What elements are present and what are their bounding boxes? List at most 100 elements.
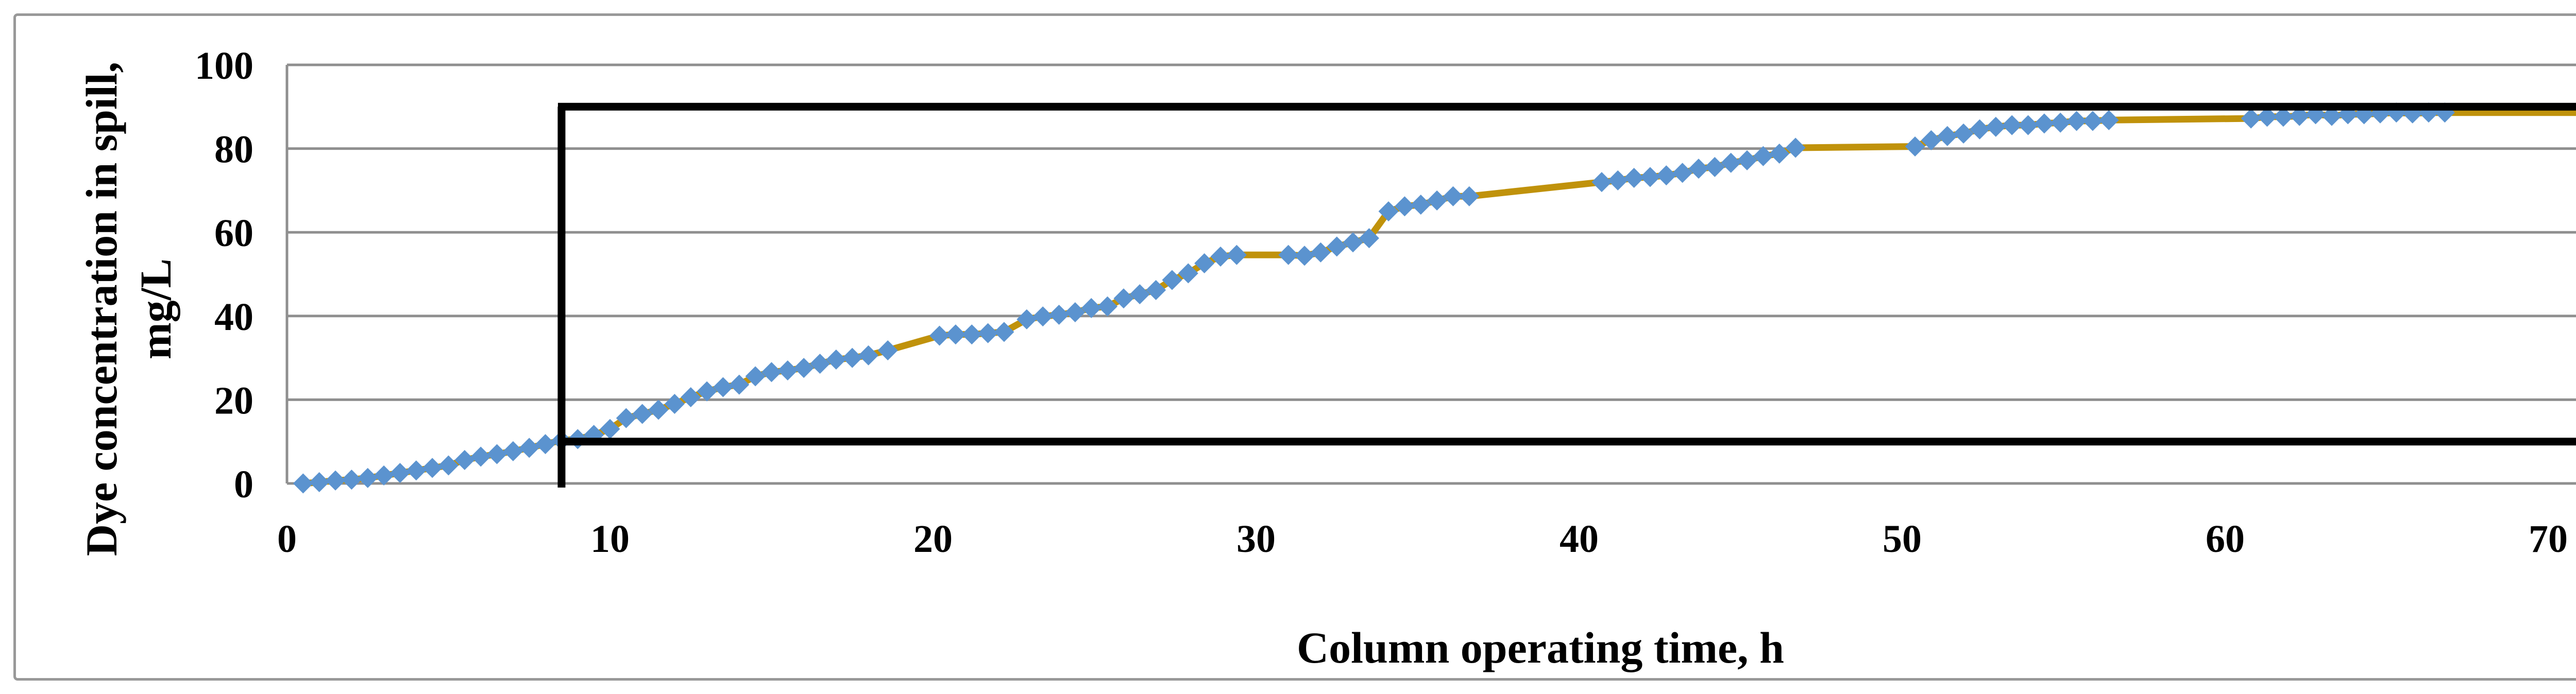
data-point-marker <box>309 472 330 493</box>
data-point-marker <box>1359 228 1379 249</box>
data-point-marker <box>1016 309 1037 329</box>
data-point-marker <box>2018 115 2039 135</box>
data-point-marker <box>600 419 620 439</box>
data-point-marker <box>1378 201 1399 222</box>
data-point-marker <box>374 465 394 486</box>
data-point-marker <box>1278 245 1299 265</box>
data-point-marker <box>1672 163 1693 183</box>
data-point-marker <box>1591 172 1612 193</box>
series-line <box>302 109 2576 487</box>
data-point-marker <box>2273 107 2294 127</box>
data-point-marker <box>503 441 523 461</box>
data-point-marker <box>1607 170 1628 190</box>
y-tick-label: 80 <box>214 128 253 171</box>
data-point-marker <box>1194 253 1215 273</box>
data-point-marker <box>2289 106 2310 126</box>
data-point-marker <box>1049 304 1070 325</box>
x-tick-label: 60 <box>2206 517 2245 561</box>
data-point-marker <box>1146 280 1166 300</box>
y-tick-label: 100 <box>195 44 253 88</box>
data-point-marker <box>1129 284 1150 305</box>
data-point-marker <box>1737 150 1757 170</box>
data-point-marker <box>793 358 814 378</box>
data-point-marker <box>1986 116 2006 137</box>
data-point-marker <box>978 323 998 343</box>
data-point-marker <box>681 387 701 408</box>
x-tick-label: 20 <box>913 517 953 561</box>
x-tick-label: 50 <box>1883 517 1922 561</box>
data-point-marker <box>535 434 556 455</box>
data-point-marker <box>2002 115 2022 135</box>
data-point-marker <box>1081 298 1101 318</box>
y-axis-title-line1: Dye concentration in spill, <box>77 61 127 557</box>
data-point-marker <box>341 470 362 490</box>
data-point-marker <box>994 322 1014 342</box>
data-point-marker <box>761 362 782 383</box>
x-tick-label: 40 <box>1560 517 1599 561</box>
x-tick-label: 10 <box>590 517 630 561</box>
data-point-marker <box>1953 123 1974 144</box>
data-point-marker <box>519 438 539 458</box>
data-point-marker <box>1032 306 1053 327</box>
y-tick-label: 40 <box>214 296 253 339</box>
data-point-marker <box>422 458 443 478</box>
data-point-marker <box>1785 137 1806 158</box>
data-point-marker <box>616 408 636 428</box>
x-tick-label: 0 <box>277 517 297 561</box>
data-point-marker <box>961 324 982 345</box>
data-point-marker <box>1427 190 1447 211</box>
data-point-marker <box>2257 107 2278 127</box>
data-point-marker <box>1937 126 1958 146</box>
data-point-marker <box>1162 270 1182 290</box>
x-tick-label: 30 <box>1236 517 1276 561</box>
data-point-marker <box>2034 113 2055 134</box>
data-point-marker <box>2321 106 2342 126</box>
data-point-marker <box>1343 232 1363 253</box>
data-point-marker <box>438 455 459 476</box>
data-point-marker <box>858 345 879 366</box>
data-point-marker <box>1624 168 1645 188</box>
data-point-marker <box>2241 108 2261 129</box>
data-point-marker <box>810 353 831 374</box>
data-point-marker <box>1411 195 1431 215</box>
data-point-marker <box>454 449 475 470</box>
data-point-marker <box>1210 246 1231 267</box>
data-point-marker <box>1969 119 1990 140</box>
data-point-marker <box>1459 186 1480 206</box>
data-point-marker <box>842 348 862 368</box>
data-point-marker <box>470 446 491 467</box>
data-point-marker <box>648 400 669 420</box>
data-point-marker <box>1226 245 1247 265</box>
data-point-marker <box>1294 246 1315 266</box>
data-point-marker <box>713 377 733 397</box>
data-point-marker <box>1769 143 1790 164</box>
data-point-marker <box>293 473 313 494</box>
data-point-marker <box>2098 110 2119 130</box>
data-point-marker <box>1443 186 1463 206</box>
y-tick-label: 60 <box>214 212 253 255</box>
data-point-marker <box>1721 152 1741 173</box>
data-point-marker <box>2050 112 2071 133</box>
data-point-marker <box>1640 167 1660 187</box>
data-point-marker <box>877 340 898 360</box>
data-point-marker <box>826 349 846 370</box>
data-point-marker <box>1921 130 1941 150</box>
x-tick-label: 70 <box>2529 517 2568 561</box>
data-point-marker <box>1905 136 1925 157</box>
data-point-marker <box>1704 157 1725 177</box>
data-point-marker <box>632 404 653 424</box>
data-point-marker <box>2066 111 2087 131</box>
data-point-marker <box>1178 263 1198 284</box>
data-point-marker <box>1394 196 1415 217</box>
data-point-marker <box>1113 288 1134 309</box>
data-point-marker <box>1327 236 1347 257</box>
data-point-marker <box>358 467 378 488</box>
x-axis-title: Column operating time, h <box>1297 623 1784 672</box>
data-point-marker <box>406 460 427 481</box>
data-point-marker <box>1097 296 1118 317</box>
y-axis-title: Dye concentration in spill, mg/L <box>75 62 183 556</box>
data-point-marker <box>745 366 766 387</box>
data-point-marker <box>729 374 750 395</box>
